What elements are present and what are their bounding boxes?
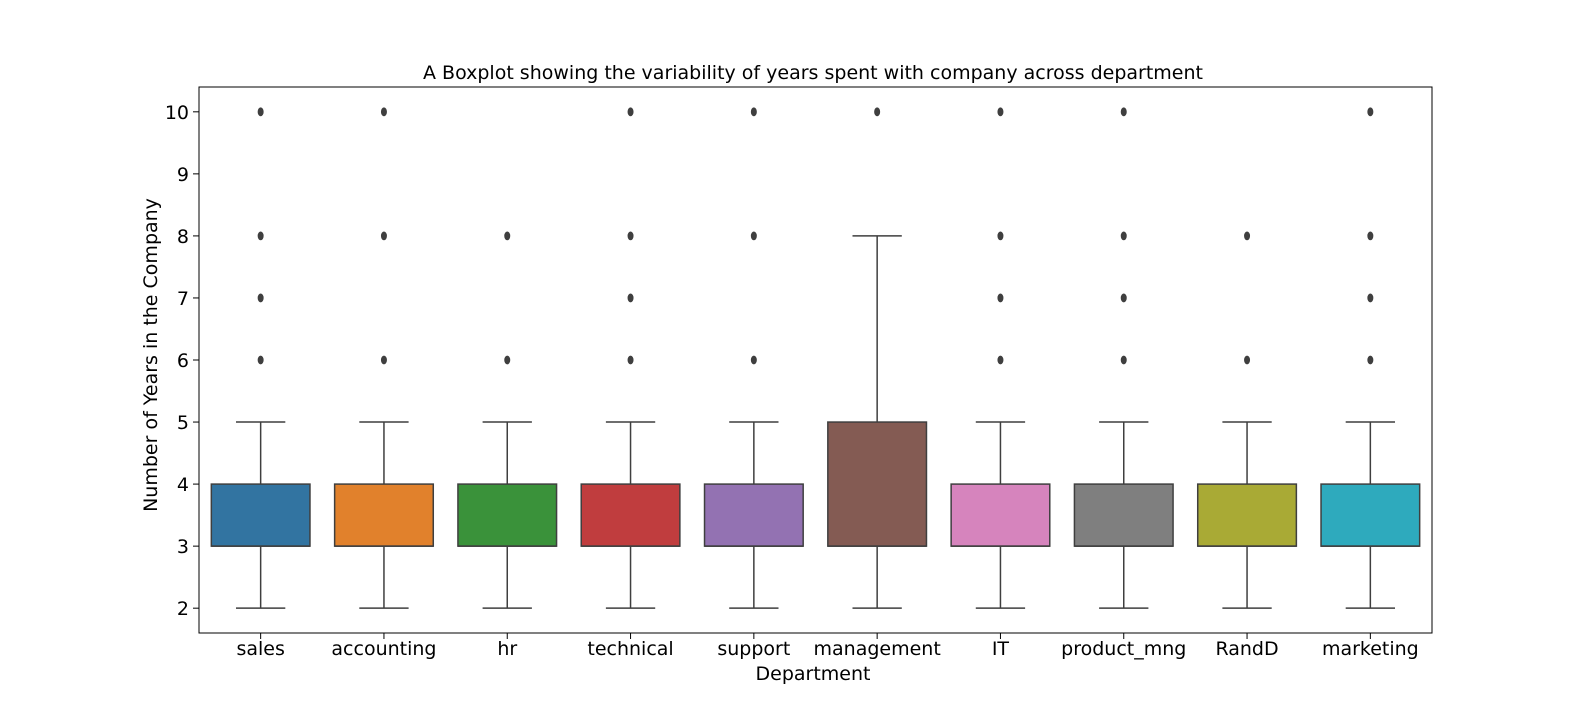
outlier-point	[380, 107, 387, 117]
outlier-point	[750, 355, 757, 365]
y-tick-label: 3	[177, 536, 189, 558]
x-tick-label-sales: sales	[236, 638, 284, 660]
box-group-accounting	[333, 107, 435, 609]
x-tick-label-marketing: marketing	[1322, 638, 1419, 660]
outlier-point	[504, 355, 511, 365]
outlier-point	[257, 355, 264, 365]
x-tick-label-management: management	[814, 638, 941, 660]
box-management	[827, 421, 928, 547]
outlier-point	[257, 293, 264, 303]
outlier-point	[1244, 231, 1251, 241]
outlier-point	[1244, 355, 1251, 365]
y-tick-label: 5	[177, 412, 189, 434]
outlier-point	[1367, 107, 1374, 117]
outlier-point	[257, 231, 264, 241]
x-tick-label-support: support	[717, 638, 790, 660]
outlier-point	[627, 107, 634, 117]
box-group-support	[703, 107, 804, 609]
outlier-point	[257, 107, 264, 117]
x-tick-label-product_mng: product_mng	[1061, 638, 1186, 660]
y-tick-label: 9	[177, 164, 189, 186]
box-product_mng	[1073, 483, 1174, 547]
outlier-point	[997, 355, 1004, 365]
box-group-product_mng	[1073, 107, 1174, 609]
outlier-point	[750, 107, 757, 117]
box-group-marketing	[1320, 107, 1421, 609]
y-tick-label: 6	[177, 350, 189, 372]
outlier-point	[504, 231, 511, 241]
box-marketing	[1320, 483, 1421, 547]
outlier-point	[627, 231, 634, 241]
outlier-point	[1120, 107, 1127, 117]
y-tick-label: 4	[177, 474, 189, 496]
y-tick-label: 7	[177, 288, 189, 310]
outlier-point	[750, 231, 757, 241]
outlier-point	[997, 293, 1004, 303]
outlier-point	[874, 107, 881, 117]
box-hr	[457, 483, 558, 547]
y-tick-label: 10	[165, 102, 189, 124]
y-axis-label: Number of Years in the Company	[140, 198, 162, 512]
x-tick-label-hr: hr	[497, 638, 517, 660]
box-group-technical	[580, 107, 681, 609]
box-sales	[210, 483, 311, 547]
outlier-point	[1367, 231, 1374, 241]
box-accounting	[333, 483, 435, 547]
box-IT	[950, 483, 1051, 547]
outlier-point	[997, 107, 1004, 117]
box-RandD	[1196, 483, 1298, 547]
box-group-sales	[210, 107, 311, 609]
outlier-point	[380, 231, 387, 241]
plot-area: 2 3 4 5 6 7 8 9 10 sales accounting hr technical supp…	[165, 86, 1433, 660]
box-support	[703, 483, 804, 547]
box-group-hr	[457, 231, 558, 609]
y-tick-label: 2	[177, 598, 189, 620]
outlier-point	[997, 231, 1004, 241]
outlier-point	[1120, 355, 1127, 365]
outlier-point	[627, 355, 634, 365]
chart-title: A Boxplot showing the variability of yea…	[423, 62, 1203, 84]
y-tick-label: 8	[177, 226, 189, 248]
x-tick-label-RandD: RandD	[1215, 638, 1278, 660]
outlier-point	[1120, 293, 1127, 303]
outlier-point	[1367, 293, 1374, 303]
box-group-RandD	[1196, 231, 1298, 609]
box-group-management	[827, 107, 928, 609]
x-tick-label-accounting: accounting	[331, 638, 436, 660]
x-axis-label: Department	[756, 663, 871, 685]
box-technical	[580, 483, 681, 547]
outlier-point	[1120, 231, 1127, 241]
x-tick-label-technical: technical	[587, 638, 673, 660]
x-tick-label-IT: IT	[992, 638, 1010, 660]
outlier-point	[380, 355, 387, 365]
outlier-point	[627, 293, 634, 303]
outlier-point	[1367, 355, 1374, 365]
box-group-IT	[950, 107, 1051, 609]
